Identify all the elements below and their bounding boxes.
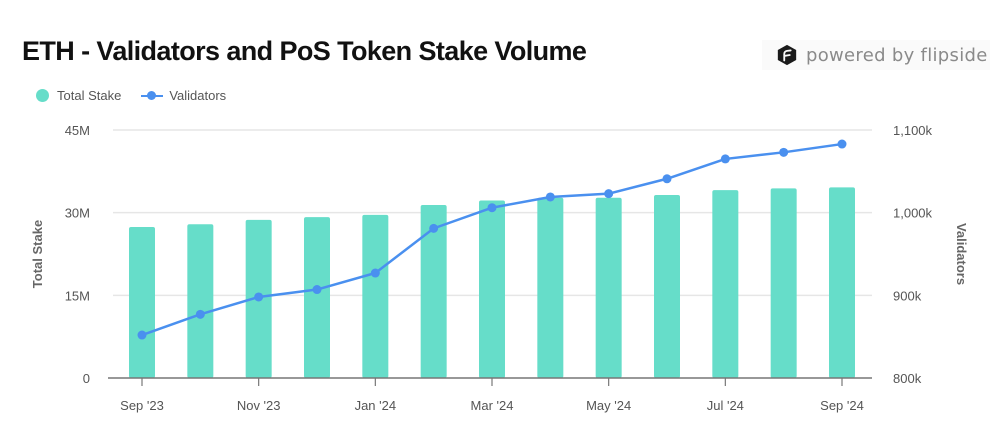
point-validators	[195, 309, 205, 319]
x-tick-label: Jul '24	[707, 398, 744, 413]
bar-total-stake	[770, 188, 797, 378]
y-right-tick-label: 1,000k	[893, 206, 933, 221]
point-validators	[312, 285, 322, 295]
legend-item-validators[interactable]: Validators	[141, 88, 226, 103]
legend-item-total-stake[interactable]: Total Stake	[36, 88, 121, 103]
x-tick-label: Nov '23	[237, 398, 281, 413]
axes: 0 15M 30M 45M 800k 900k 1,000k 1,100k Sep '23 Nov…	[65, 123, 933, 413]
x-tick-label: Mar '24	[471, 398, 514, 413]
point-validators	[429, 223, 439, 233]
x-tick-label: Sep '24	[820, 398, 864, 413]
y-right-tick-label: 900k	[893, 288, 922, 303]
legend-label: Total Stake	[57, 88, 122, 103]
x-tick-label: May '24	[586, 398, 631, 413]
point-validators	[487, 203, 497, 213]
brand-text: powered by flipside	[806, 44, 988, 66]
point-validators	[545, 192, 555, 202]
x-tick-label: Jan '24	[355, 398, 397, 413]
bar-total-stake	[420, 204, 447, 378]
bar-total-stake	[362, 214, 389, 378]
chart-title: ETH - Validators and PoS Token Stake Vol…	[22, 36, 587, 66]
point-validators	[837, 139, 847, 149]
bar-total-stake	[304, 217, 330, 378]
point-validators	[254, 292, 264, 302]
y-left-tick-label: 30M	[65, 206, 90, 221]
bar-total-stake	[654, 195, 680, 378]
bar-total-stake	[537, 197, 564, 378]
y-right-axis-title: Validators	[954, 223, 969, 285]
point-validators	[370, 268, 380, 278]
powered-by-flipside-badge[interactable]: powered by flipside	[762, 40, 990, 70]
legend-label: Validators	[169, 88, 227, 103]
chart-legend: Total Stake Validators	[36, 88, 246, 103]
x-tick-label: Sep '23	[120, 398, 164, 413]
point-validators	[604, 189, 614, 199]
line-dot-marker-icon	[141, 90, 164, 102]
y-left-tick-label: 15M	[65, 288, 90, 303]
line-validators	[137, 139, 847, 340]
point-validators	[662, 174, 672, 184]
bar-total-stake	[829, 187, 855, 378]
y-left-tick-label: 45M	[65, 123, 90, 138]
y-right-tick-label: 1,100k	[893, 123, 933, 138]
bar-total-stake	[479, 200, 505, 378]
y-left-tick-label: 0	[83, 371, 90, 386]
point-validators	[779, 147, 789, 157]
bar-total-stake	[595, 197, 622, 378]
bars-total-stake	[129, 187, 855, 378]
bar-total-stake	[187, 224, 214, 378]
circle-marker-icon	[36, 89, 49, 102]
bar-total-stake	[712, 190, 739, 378]
point-validators	[137, 330, 147, 340]
y-right-tick-label: 800k	[893, 371, 922, 386]
y-left-axis-title: Total Stake	[30, 220, 45, 288]
bar-total-stake	[129, 226, 155, 378]
flipside-logo-icon	[777, 44, 797, 66]
point-validators	[720, 154, 730, 164]
